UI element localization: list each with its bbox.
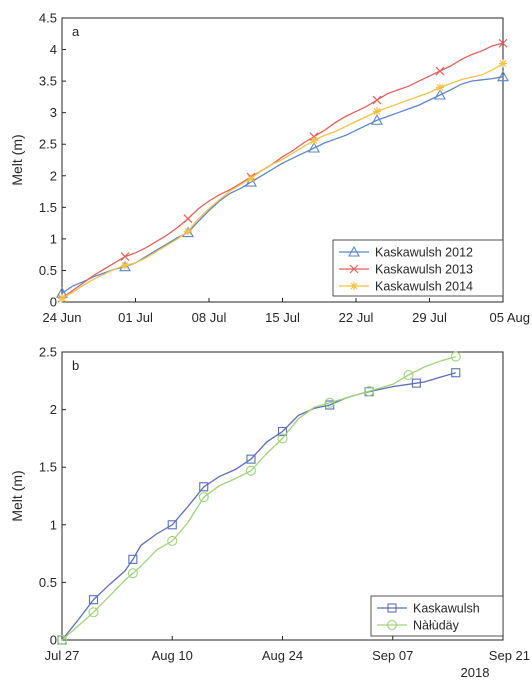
y-tick-label: 4.5	[39, 11, 57, 26]
legend: Kaskawulsh 2012 Kaskawulsh 2013 Kaskawulsh…	[332, 239, 504, 297]
y-tick-label: 1.5	[39, 200, 57, 215]
data-point-marker	[120, 252, 130, 261]
y-tick-label: 4	[50, 42, 57, 57]
legend-label: Kaskawulsh 2014	[375, 280, 473, 294]
data-point-marker	[310, 136, 318, 145]
y-tick-label: 0.5	[39, 575, 57, 590]
data-point-marker	[56, 634, 68, 646]
data-point-marker	[371, 114, 383, 125]
data-point-marker	[499, 59, 507, 68]
data-point-marker	[372, 95, 382, 105]
data-point-marker	[403, 369, 414, 381]
y-tick-label: 3	[50, 105, 57, 120]
panel-a: 0 0.5 1 1.5 2 2.5 3 3.5 4 4.5 24 Jun 01 Jul 08 Jul 15…	[9, 11, 530, 326]
x-tick-label: 01 Jul	[118, 310, 153, 325]
y-tick-label: 2.5	[39, 137, 57, 152]
y-tick-label: 0	[50, 295, 57, 310]
legend: Kaskawulsh Nàłùdäy	[370, 595, 504, 637]
series-line	[61, 62, 504, 299]
panel-b: 0 0.5 1 1.5 2 2.5 Jul 27 Aug 10 Aug 24 Sep 07 Sep …	[9, 345, 530, 681]
data-point-marker	[184, 227, 192, 236]
data-point-marker	[245, 465, 257, 476]
y-tick-label: 1	[50, 517, 57, 532]
series-line	[61, 355, 456, 641]
data-point-marker	[182, 226, 194, 238]
y-axis-title: Melt (m)	[9, 134, 25, 185]
series-0	[57, 368, 461, 645]
series-line	[61, 372, 456, 641]
legend-label: Nàłùdäy	[413, 619, 460, 633]
series-line	[61, 42, 504, 299]
data-point-marker	[58, 294, 66, 303]
x-axis-year-label: 2018	[461, 665, 490, 680]
series-2	[58, 59, 507, 303]
data-point-marker	[88, 607, 99, 618]
y-tick-label: 3.5	[39, 74, 57, 89]
legend-marker	[386, 619, 398, 631]
x-tick-label: 08 Jul	[192, 310, 227, 325]
x-tick-label: Sep 07	[372, 648, 413, 663]
y-tick-label: 2	[50, 402, 57, 417]
data-point-marker	[411, 378, 421, 388]
x-tick-label: Jul 27	[45, 648, 80, 663]
data-point-marker	[199, 482, 209, 492]
data-point-marker	[373, 107, 381, 116]
y-tick-label: 0	[50, 633, 57, 648]
data-point-marker	[324, 397, 335, 408]
x-tick-label: Aug 24	[262, 648, 303, 663]
panel-label: a	[72, 24, 80, 39]
data-point-marker	[127, 568, 138, 579]
data-point-marker	[121, 261, 129, 270]
data-point-marker	[183, 214, 193, 224]
legend-label: Kaskawulsh	[413, 602, 480, 616]
x-tick-label: 24 Jun	[42, 310, 81, 325]
data-point-marker	[246, 454, 256, 464]
y-tick-label: 0.5	[39, 263, 57, 278]
y-tick-label: 1.5	[39, 460, 57, 475]
data-point-marker	[435, 66, 445, 76]
x-tick-label: 05 Aug	[490, 310, 531, 325]
data-point-marker	[434, 88, 446, 100]
legend-marker	[350, 282, 358, 290]
data-point-marker	[88, 595, 99, 605]
legend-label: Kaskawulsh 2012	[375, 246, 473, 260]
y-tick-label: 1	[50, 231, 57, 246]
x-tick-label: Aug 10	[152, 648, 193, 663]
x-tick-label: 22 Jul	[339, 310, 374, 325]
y-tick-label: 2	[50, 168, 57, 183]
data-point-marker	[364, 386, 375, 397]
data-point-marker	[277, 426, 288, 437]
data-point-marker	[128, 554, 138, 564]
x-tick-label: Sep 21	[489, 648, 530, 663]
data-point-marker	[451, 368, 461, 378]
legend-box	[332, 239, 504, 297]
data-point-marker	[167, 520, 177, 530]
series-1	[56, 351, 461, 646]
legend-marker	[348, 245, 360, 257]
legend-label: Kaskawulsh 2013	[375, 263, 473, 277]
x-tick-label: 15 Jul	[265, 310, 300, 325]
x-tick-label: 29 Jul	[412, 310, 447, 325]
data-point-marker	[198, 492, 209, 503]
y-axis-title: Melt (m)	[9, 470, 25, 521]
data-point-marker	[277, 433, 288, 444]
legend-marker	[349, 264, 359, 274]
panel-label: b	[72, 358, 79, 373]
data-point-marker	[308, 141, 320, 153]
data-point-marker	[450, 351, 461, 362]
legend-marker	[387, 603, 397, 613]
y-tick-label: 2.5	[39, 345, 57, 360]
data-point-marker	[436, 83, 444, 92]
data-point-marker	[167, 535, 178, 546]
data-point-marker	[497, 70, 509, 82]
data-point-marker	[498, 38, 508, 48]
data-point-marker	[247, 174, 255, 183]
